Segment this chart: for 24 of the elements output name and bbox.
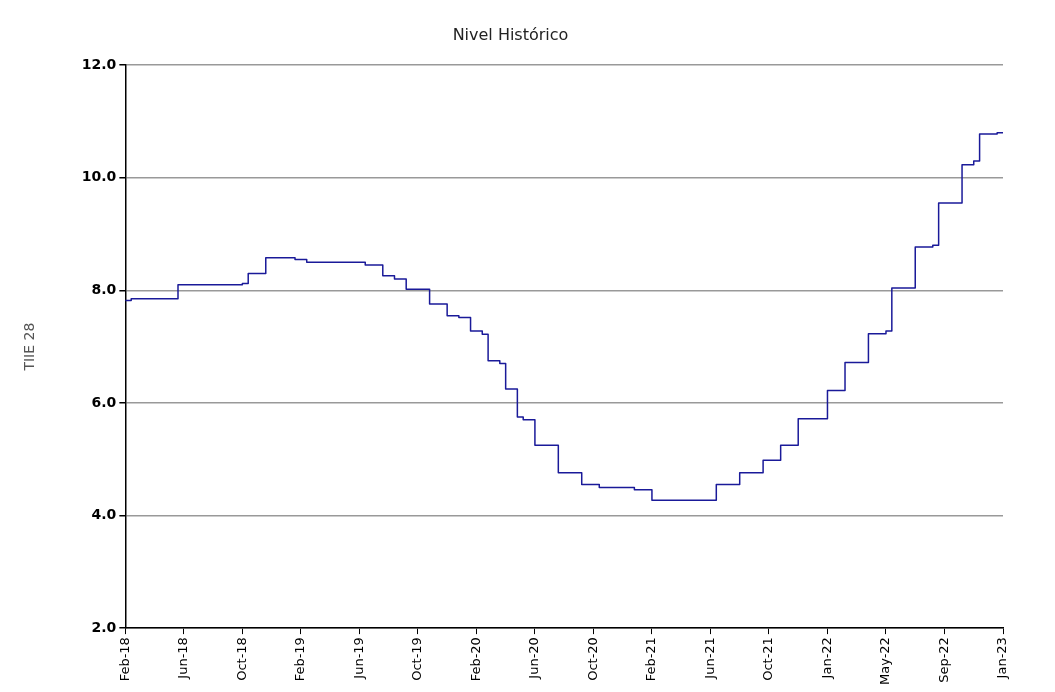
x-tick-label: Feb-19 (292, 637, 308, 682)
y-tick-label: 4.0 (91, 506, 117, 523)
x-tick-label: Jan-23 (994, 637, 1010, 680)
x-tick-label: Jan-22 (818, 637, 834, 680)
y-axis-title: TIIE 28 (21, 322, 38, 372)
y-tick-label: 8.0 (91, 281, 117, 298)
y-tick-label: 2.0 (91, 618, 117, 635)
x-tick-label: Feb-21 (643, 637, 659, 682)
x-tick-label: May-22 (877, 637, 893, 686)
y-tick-label: 6.0 (91, 393, 117, 410)
x-tick-label: Jun-21 (701, 637, 717, 680)
x-tick-label: Feb-20 (467, 637, 483, 682)
chart-title: Nivel Histórico (452, 24, 569, 44)
x-tick-label: Sep-22 (935, 637, 951, 683)
x-tick-label: Oct-21 (760, 637, 776, 681)
x-tick-label: Jun-20 (526, 637, 542, 680)
x-tick-label: Oct-20 (584, 637, 600, 681)
x-tick-label: Feb-18 (116, 637, 132, 682)
x-tick-label: Jun-18 (175, 637, 191, 680)
y-tick-label: 12.0 (81, 55, 117, 72)
x-tick-label: Oct-18 (233, 637, 249, 681)
y-tick-label: 10.0 (81, 168, 117, 185)
x-tick-label: Oct-19 (409, 637, 425, 681)
x-tick-label: Jun-19 (350, 637, 366, 680)
